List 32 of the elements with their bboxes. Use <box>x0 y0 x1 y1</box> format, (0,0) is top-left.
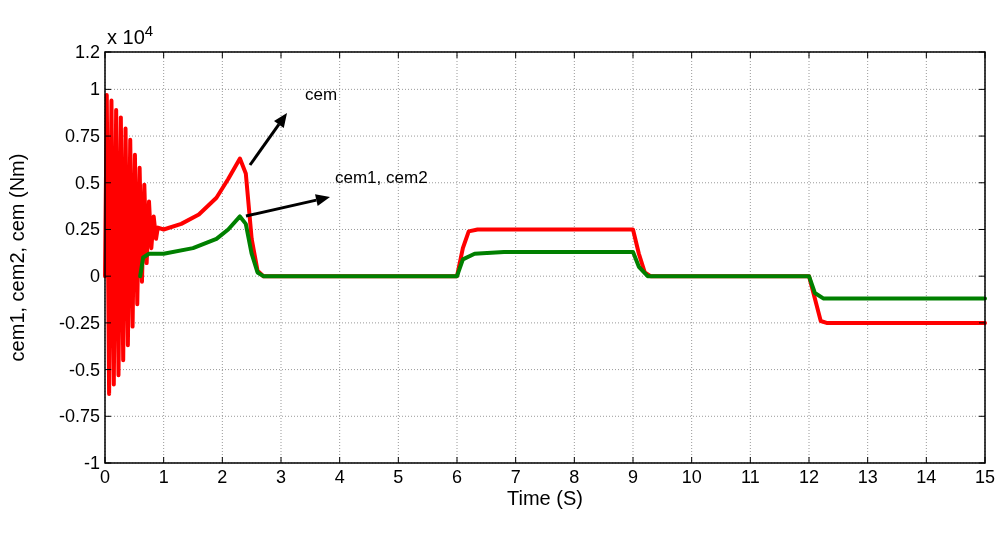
x-tick-label: 1 <box>158 467 169 487</box>
x-tick-label: 11 <box>740 467 760 487</box>
y-tick-label: -0.75 <box>58 406 100 427</box>
x-tick-label: 15 <box>974 467 996 487</box>
x-tick-label: 9 <box>627 467 639 487</box>
annotation: cem1, cem2 <box>335 168 428 187</box>
y-tick-label: -0.25 <box>58 312 100 333</box>
line-series <box>138 214 987 301</box>
y-axis-title: cem1, cem2, cem (Nm) <box>6 153 28 362</box>
x-tick-label: 7 <box>510 467 521 487</box>
x-tick-label: 8 <box>569 467 580 487</box>
x-tick-label: 6 <box>451 467 463 487</box>
text: x 10$^{4}$ <box>107 21 154 48</box>
y-tick-label: 0.5 <box>74 172 100 193</box>
y-tick-label: -1 <box>83 453 100 473</box>
y-tick-label: 1 <box>89 79 100 100</box>
y-tick-label: -0.5 <box>68 359 100 380</box>
line-series <box>103 92 987 396</box>
x-axis-title: Time (S) <box>507 487 583 509</box>
x-tick-label: 5 <box>393 467 404 487</box>
x-tick-label: 13 <box>857 467 878 487</box>
y-tick-label: 0 <box>89 266 100 287</box>
x-tick-label: 2 <box>217 467 228 487</box>
x-tick-label: 10 <box>681 467 702 487</box>
y-tick-label: 0.25 <box>64 219 100 240</box>
y-tick-label: 1.2 <box>74 42 100 62</box>
y-tick-label: 0.75 <box>64 126 100 147</box>
x-tick-label: 3 <box>275 467 287 487</box>
x-tick-label: 14 <box>916 467 937 487</box>
annotation: cem <box>305 85 338 104</box>
x-tick-label: 12 <box>798 467 820 487</box>
x-tick-label: 4 <box>334 467 345 487</box>
